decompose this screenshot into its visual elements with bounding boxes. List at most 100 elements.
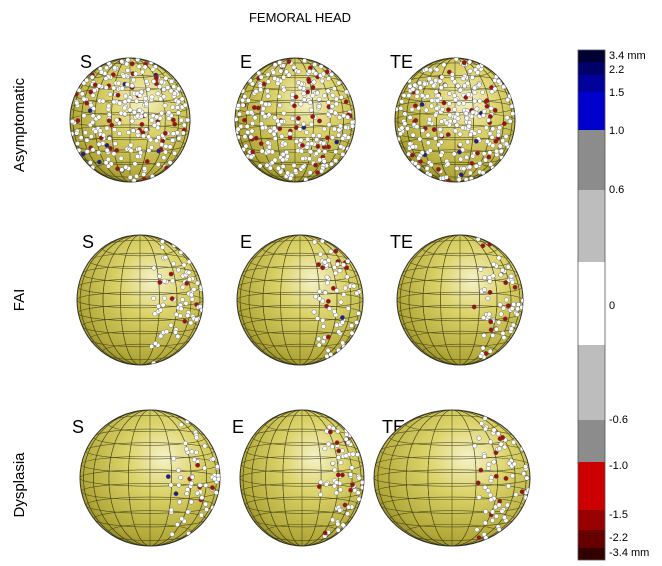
point [477, 129, 481, 133]
point [479, 468, 483, 472]
point [327, 307, 331, 311]
point [325, 275, 329, 279]
point [477, 495, 481, 499]
spheres: SETESETESETE [70, 52, 531, 546]
point [151, 67, 155, 71]
point [473, 90, 477, 94]
point [259, 101, 263, 105]
point [485, 98, 489, 102]
point [85, 101, 89, 105]
point [182, 263, 186, 267]
point [281, 63, 285, 67]
point [178, 314, 182, 318]
point [301, 165, 305, 169]
point [398, 132, 402, 136]
point [490, 518, 494, 522]
point [316, 337, 320, 341]
point [486, 118, 490, 122]
point [410, 107, 414, 111]
point [142, 166, 146, 170]
point [273, 76, 277, 80]
point [305, 145, 309, 149]
point [166, 85, 170, 89]
point [325, 281, 329, 285]
point [341, 136, 345, 140]
point [296, 116, 300, 120]
point [468, 60, 472, 64]
point [248, 79, 252, 83]
point [169, 323, 173, 327]
point [500, 509, 504, 513]
point [323, 531, 327, 535]
point [345, 512, 349, 516]
point [338, 268, 342, 272]
point [496, 79, 500, 83]
point [316, 262, 320, 266]
point [356, 491, 360, 495]
point [326, 100, 330, 104]
point [273, 116, 277, 120]
point [109, 123, 113, 127]
point [485, 104, 489, 108]
point [344, 454, 348, 458]
colorbar-segment [578, 92, 605, 130]
point [138, 93, 142, 97]
point [190, 475, 194, 479]
point [453, 98, 457, 102]
point [331, 426, 335, 430]
point [461, 76, 465, 80]
point [113, 141, 117, 145]
point [497, 320, 501, 324]
point [91, 148, 95, 152]
point [190, 450, 194, 454]
point [192, 287, 196, 291]
point [185, 118, 189, 122]
point [112, 152, 116, 156]
row-label: Asymptomatic [11, 77, 28, 172]
point [352, 284, 356, 288]
point [472, 86, 476, 90]
point [265, 89, 269, 93]
colorbar-segment [578, 190, 605, 262]
point [494, 139, 498, 143]
point [139, 114, 143, 118]
point [330, 135, 334, 139]
point [440, 75, 444, 79]
figure-title: FEMORAL HEAD [249, 10, 351, 25]
point [313, 163, 317, 167]
point [350, 482, 354, 486]
point [182, 123, 186, 127]
point [492, 460, 496, 464]
point [120, 59, 124, 63]
point [510, 306, 514, 310]
point [285, 171, 289, 175]
point [430, 98, 434, 102]
sphere [80, 410, 221, 546]
column-label: TE [390, 232, 413, 252]
point [494, 474, 498, 478]
point [487, 312, 491, 316]
point [162, 155, 166, 159]
point [324, 482, 328, 486]
sphere [70, 57, 190, 182]
point [156, 162, 160, 166]
point [506, 98, 510, 102]
point [168, 160, 172, 164]
point [301, 122, 305, 126]
point [323, 149, 327, 153]
point [160, 239, 164, 243]
point [250, 121, 254, 125]
point [319, 64, 323, 68]
colorbar-segment [578, 530, 605, 548]
point [319, 480, 323, 484]
point [429, 163, 433, 167]
point [156, 149, 160, 153]
point [498, 303, 502, 307]
point [169, 79, 173, 83]
colorbar-segment [578, 262, 605, 345]
point [474, 164, 478, 168]
point [462, 167, 466, 171]
point [343, 286, 347, 290]
point [141, 134, 145, 138]
point [435, 67, 439, 71]
